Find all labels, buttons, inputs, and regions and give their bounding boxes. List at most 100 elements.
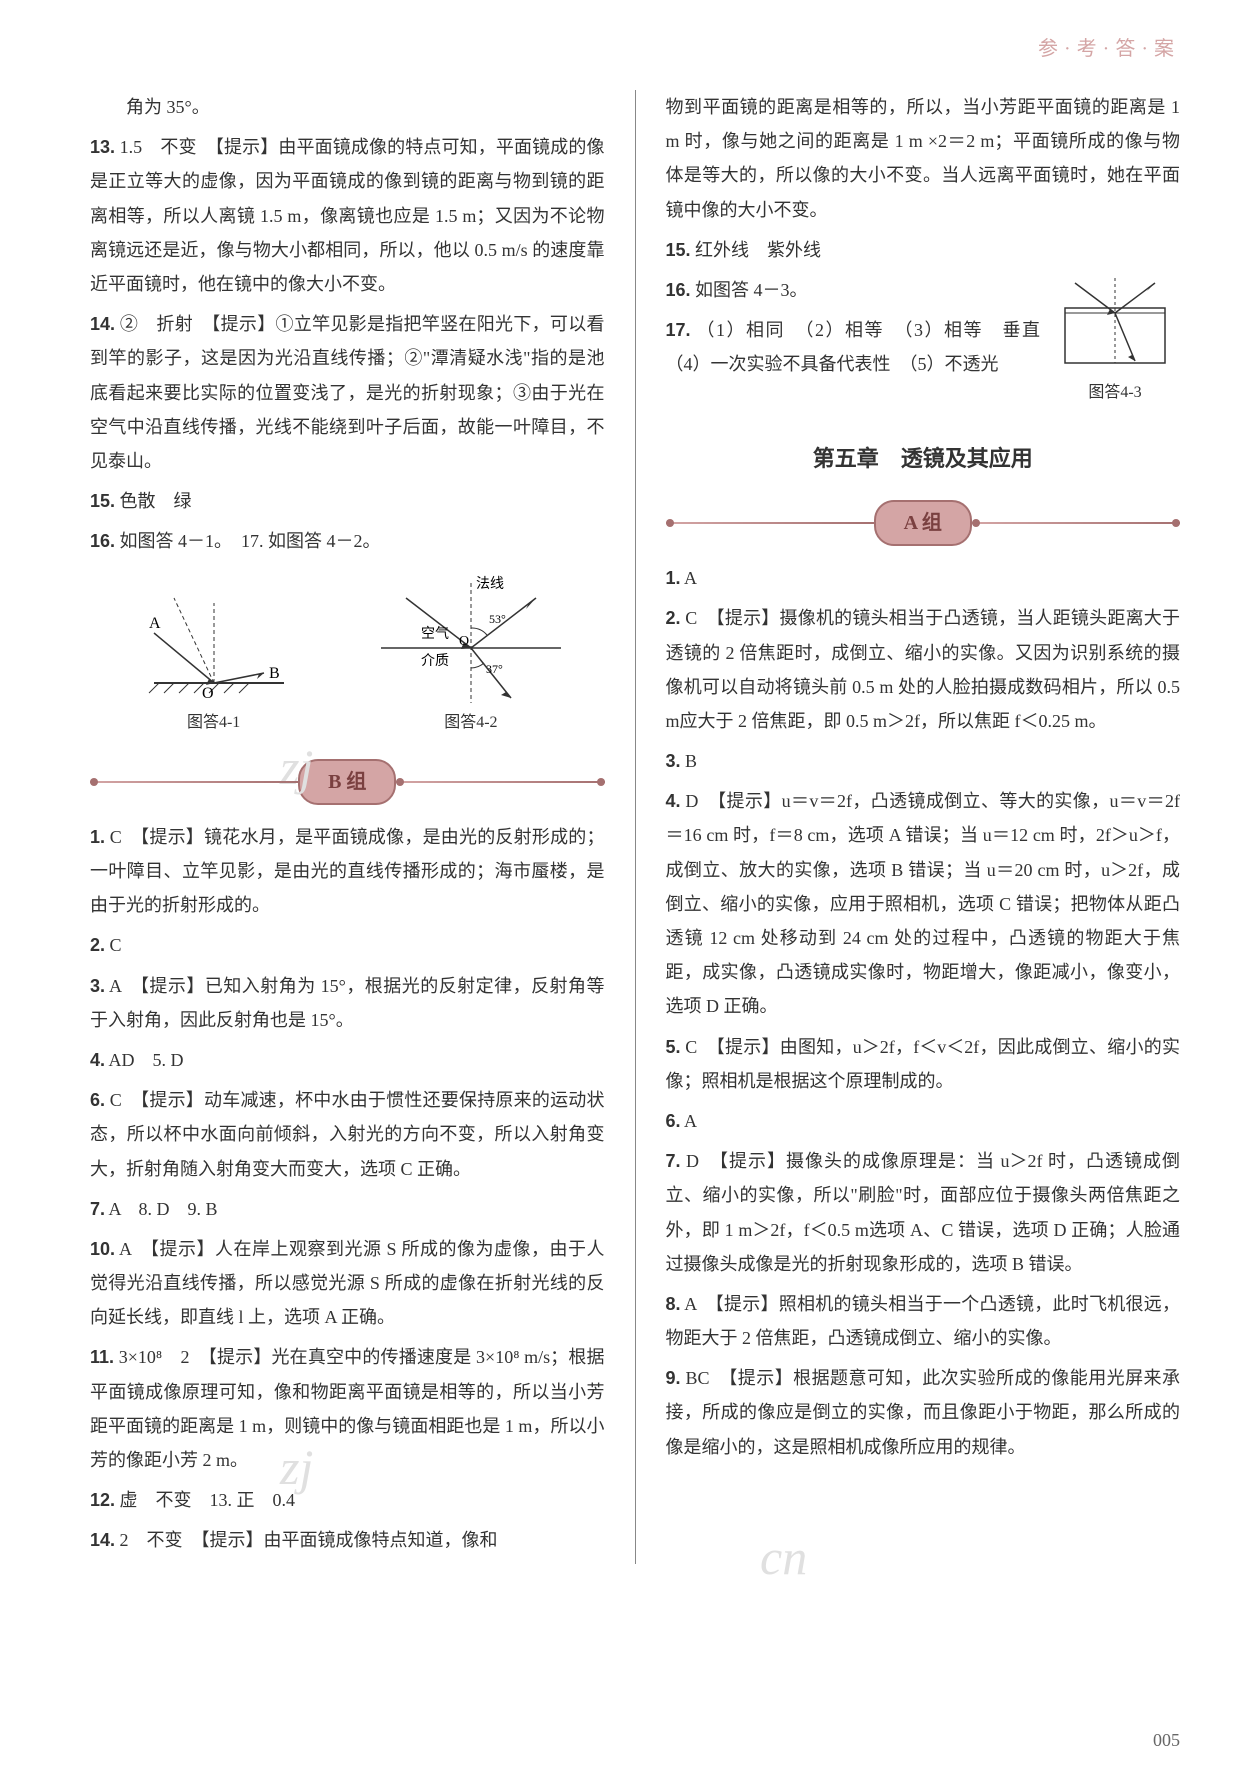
item-number: 10. (90, 1239, 115, 1259)
answer-item: 12. 虚 不变 13. 正 0.4 (90, 1483, 605, 1517)
answer-item: 6. C 【提示】动车减速，杯中水由于惯性还要保持原来的运动状态，所以杯中水面向… (90, 1083, 605, 1186)
label-air: 空气 (421, 626, 449, 642)
item-number: 14. (90, 1530, 115, 1550)
answer-item: 14. 2 不变 【提示】由平面镜成像特点知道，像和 (90, 1523, 605, 1557)
item-number: 16. (90, 531, 115, 551)
item-text: C 【提示】动车减速，杯中水由于惯性还要保持原来的运动状态，所以杯中水面向前倾斜… (90, 1090, 605, 1178)
group-b-badge: B 组 (298, 759, 396, 805)
item-number: 15. (666, 240, 691, 260)
item-text: 2 不变 【提示】由平面镜成像特点知道，像和 (120, 1530, 498, 1550)
item-text: B (685, 751, 697, 771)
item-text: A 【提示】已知入射角为 15°，根据光的反射定律，反射角等于入射角，因此反射角… (90, 976, 605, 1030)
item-number: 1. (90, 827, 105, 847)
group-b-header: B 组 (90, 759, 605, 805)
diagram-caption: 图答4-1 (124, 708, 304, 738)
diagram-row: A B O 图答4-1 法线 (90, 573, 605, 738)
answer-item: 2. C (90, 928, 605, 962)
item-number: 3. (666, 751, 681, 771)
item-text: 虚 不变 13. 正 0.4 (120, 1490, 296, 1510)
item-text: 红外线 紫外线 (695, 240, 821, 260)
item-number: 7. (666, 1151, 681, 1171)
item-text: 3×10⁸ 2 【提示】光在真空中的传播速度是 3×10⁸ m/s；根据平面镜成… (90, 1347, 605, 1470)
item-number: 12. (90, 1490, 115, 1510)
answer-item: 15. 色散 绿 (90, 484, 605, 518)
answer-item: 9. BC 【提示】根据题意可知，此次实验所成的像能用光屏来承接，所成的像应是倒… (666, 1361, 1181, 1464)
continuation-text: 物到平面镜的距离是相等的，所以，当小芳距平面镜的距离是 1 m 时，像与她之间的… (666, 90, 1181, 227)
answer-item: 3. A 【提示】已知入射角为 15°，根据光的反射定律，反射角等于入射角，因此… (90, 969, 605, 1037)
item-text: ② 折射 【提示】①立竿见影是指把竿竖在阳光下，可以看到竿的影子，这是因为光沿直… (90, 314, 605, 471)
answer-item: 11. 3×10⁸ 2 【提示】光在真空中的传播速度是 3×10⁸ m/s；根据… (90, 1340, 605, 1477)
item-number: 8. (666, 1294, 681, 1314)
item-number: 6. (666, 1111, 681, 1131)
item-text: （1）相同 （2）相等 （3）相等 垂直 （4）一次实验不具备代表性 （5）不透… (666, 320, 1059, 374)
label-normal: 法线 (476, 576, 504, 592)
answer-item: 6. A (666, 1104, 1181, 1138)
item-text: C 【提示】镜花水月，是平面镜成像，是由光的反射形成的；一叶障目、立竿见影，是由… (90, 827, 605, 915)
item-number: 17. (666, 320, 691, 340)
right-column: 物到平面镜的距离是相等的，所以，当小芳距平面镜的距离是 1 m 时，像与她之间的… (666, 90, 1181, 1564)
label-O: O (202, 685, 214, 702)
label-angle2: 37° (486, 662, 503, 676)
group-line-right (972, 522, 1180, 524)
item-text: A (684, 1111, 697, 1131)
column-divider (635, 90, 636, 1564)
refraction-diagram-icon: 法线 空气 介质 O 53° 37° (371, 573, 571, 703)
item-number: 16. (666, 280, 691, 300)
answer-item: 1. A (666, 561, 1181, 595)
item-number: 1. (666, 568, 681, 588)
diagram-caption: 图答4-3 (1050, 378, 1180, 408)
answer-item: 5. C 【提示】由图知，u＞2f，f＜v＜2f，因此成倒立、缩小的实像；照相机… (666, 1030, 1181, 1098)
item-number: 11. (90, 1347, 114, 1367)
answer-item: 4. AD 5. D (90, 1043, 605, 1077)
answer-item: 7. A 8. D 9. B (90, 1192, 605, 1226)
item-text: 色散 绿 (120, 491, 192, 511)
item-text: C (110, 935, 122, 955)
content-container: 角为 35°。 13. 1.5 不变 【提示】由平面镜成像的特点可知，平面镜成的… (90, 90, 1180, 1564)
item-text: A (684, 568, 697, 588)
diagram-caption: 图答4-2 (371, 708, 571, 738)
answer-item: 3. B (666, 744, 1181, 778)
reflection-diagram-icon: A B O (124, 573, 304, 703)
item-number: 7. (90, 1199, 105, 1219)
item-number: 15. (90, 491, 115, 511)
item-text: D 【提示】摄像头的成像原理是：当 u＞2f 时，凸透镜成倒立、缩小的实像，所以… (666, 1151, 1181, 1274)
item-text: 1.5 不变 【提示】由平面镜成像的特点可知，平面镜成的像是正立等大的虚像，因为… (90, 137, 605, 294)
item-text: AD 5. D (109, 1050, 184, 1070)
item-number: 14. (90, 314, 115, 334)
item-number: 4. (90, 1050, 105, 1070)
item-number: 6. (90, 1090, 105, 1110)
item-number: 4. (666, 791, 681, 811)
answer-item: 1. C 【提示】镜花水月，是平面镜成像，是由光的反射形成的；一叶障目、立竿见影… (90, 820, 605, 923)
page-number: 005 (1153, 1723, 1180, 1757)
item-text: D 【提示】u＝v＝2f，凸透镜成倒立、等大的实像，u＝v＝2f＝16 cm 时… (666, 791, 1181, 1016)
item-number: 2. (90, 935, 105, 955)
diagram-4-1: A B O 图答4-1 (124, 573, 304, 738)
item-text: C 【提示】摄像机的镜头相当于凸透镜，当人距镜头距离大于透镜的 2 倍焦距时，成… (666, 608, 1181, 731)
continuation-text: 角为 35°。 (90, 90, 605, 124)
label-medium: 介质 (421, 653, 449, 669)
diagram-4-3: 图答4-3 (1050, 273, 1180, 408)
item-text: A 8. D 9. B (109, 1199, 218, 1219)
answer-item: 7. D 【提示】摄像头的成像原理是：当 u＞2f 时，凸透镜成倒立、缩小的实像… (666, 1144, 1181, 1281)
item-number: 13. (90, 137, 115, 157)
group-a-badge: A 组 (874, 500, 972, 546)
refraction-box-diagram-icon (1050, 273, 1180, 373)
answer-item: 15. 红外线 紫外线 (666, 233, 1181, 267)
chapter-title: 第五章 透镜及其应用 (666, 438, 1181, 480)
diagram-4-2: 法线 空气 介质 O 53° 37° 图答4-2 (371, 573, 571, 738)
answer-item: 13. 1.5 不变 【提示】由平面镜成像的特点可知，平面镜成的像是正立等大的虚… (90, 130, 605, 301)
item-text: BC 【提示】根据题意可知，此次实验所成的像能用光屏来承接，所成的像应是倒立的实… (666, 1368, 1181, 1456)
item-text: 如图答 4－1。 17. 如图答 4－2。 (120, 531, 381, 551)
page-header: 参·考·答·案 (1038, 30, 1180, 68)
answer-item: 14. ② 折射 【提示】①立竿见影是指把竿竖在阳光下，可以看到竿的影子，这是因… (90, 307, 605, 478)
answer-item: 10. A 【提示】人在岸上观察到光源 S 所成的像为虚像，由于人觉得光沿直线传… (90, 1232, 605, 1335)
left-column: 角为 35°。 13. 1.5 不变 【提示】由平面镜成像的特点可知，平面镜成的… (90, 90, 605, 1564)
group-line-left (90, 781, 298, 783)
group-a-header: A 组 (666, 500, 1181, 546)
item-text: A 【提示】人在岸上观察到光源 S 所成的像为虚像，由于人觉得光沿直线传播，所以… (90, 1239, 605, 1327)
label-A: A (149, 615, 161, 632)
item-number: 5. (666, 1037, 681, 1057)
item-number: 3. (90, 976, 105, 996)
item-text: 如图答 4－3。 (695, 280, 808, 300)
group-line-right (396, 781, 604, 783)
